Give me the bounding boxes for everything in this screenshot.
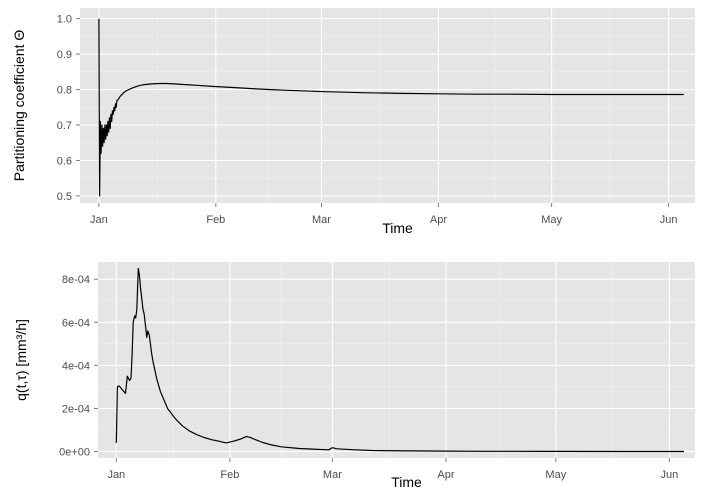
x-tick-label: Jan xyxy=(90,214,108,226)
y-tick-label: 0.8 xyxy=(57,85,72,97)
x-tick-label: Mar xyxy=(323,469,342,481)
x-tick-label: Feb xyxy=(220,469,239,481)
x-axis-title: Time xyxy=(391,474,422,490)
x-tick-label: Jan xyxy=(107,469,125,481)
y-tick-label: 0.9 xyxy=(57,49,72,61)
y-tick-label: 1.0 xyxy=(57,14,72,26)
x-tick-label: May xyxy=(545,469,566,481)
x-tick-label: Apr xyxy=(430,214,447,226)
x-tick-label: Feb xyxy=(206,214,225,226)
y-tick-label: 4e-04 xyxy=(62,360,90,372)
series-line-2 xyxy=(115,267,684,453)
x-tick-label: May xyxy=(541,214,562,226)
plot-background xyxy=(98,262,695,458)
chart-panel-2: Jan Feb Mar Apr May Jun 0e+00 2e-04 4e-04 6e-04 8e… xyxy=(13,262,695,490)
x-tick-label: Mar xyxy=(312,214,331,226)
y-tick-label: 8e-04 xyxy=(62,274,90,286)
series-line-1 xyxy=(98,18,684,197)
x-tick-label: Jun xyxy=(660,214,678,226)
y-tick-label: 0.5 xyxy=(57,191,72,203)
y-axis-title: Partitioning coefficient Θ xyxy=(11,30,27,182)
x-axis-title: Time xyxy=(382,220,413,236)
y-tick-label: 0.7 xyxy=(57,120,72,132)
y-tick-label: 6e-04 xyxy=(62,317,90,329)
y-tick-label: 0.6 xyxy=(57,155,72,167)
plot-background xyxy=(80,8,695,203)
x-tick-label: Apr xyxy=(437,469,454,481)
y-axis-title: q(t,τ) [mm³/h] xyxy=(13,319,29,401)
y-tick-label: 0e+00 xyxy=(59,447,90,459)
x-tick-label: Jun xyxy=(660,469,678,481)
y-tick-label: 2e-04 xyxy=(62,403,90,415)
chart-panel-1: Jan Feb Mar Apr May Jun 0.5 0.6 0.7 0.8 0.9 1.0 Time… xyxy=(11,8,695,236)
